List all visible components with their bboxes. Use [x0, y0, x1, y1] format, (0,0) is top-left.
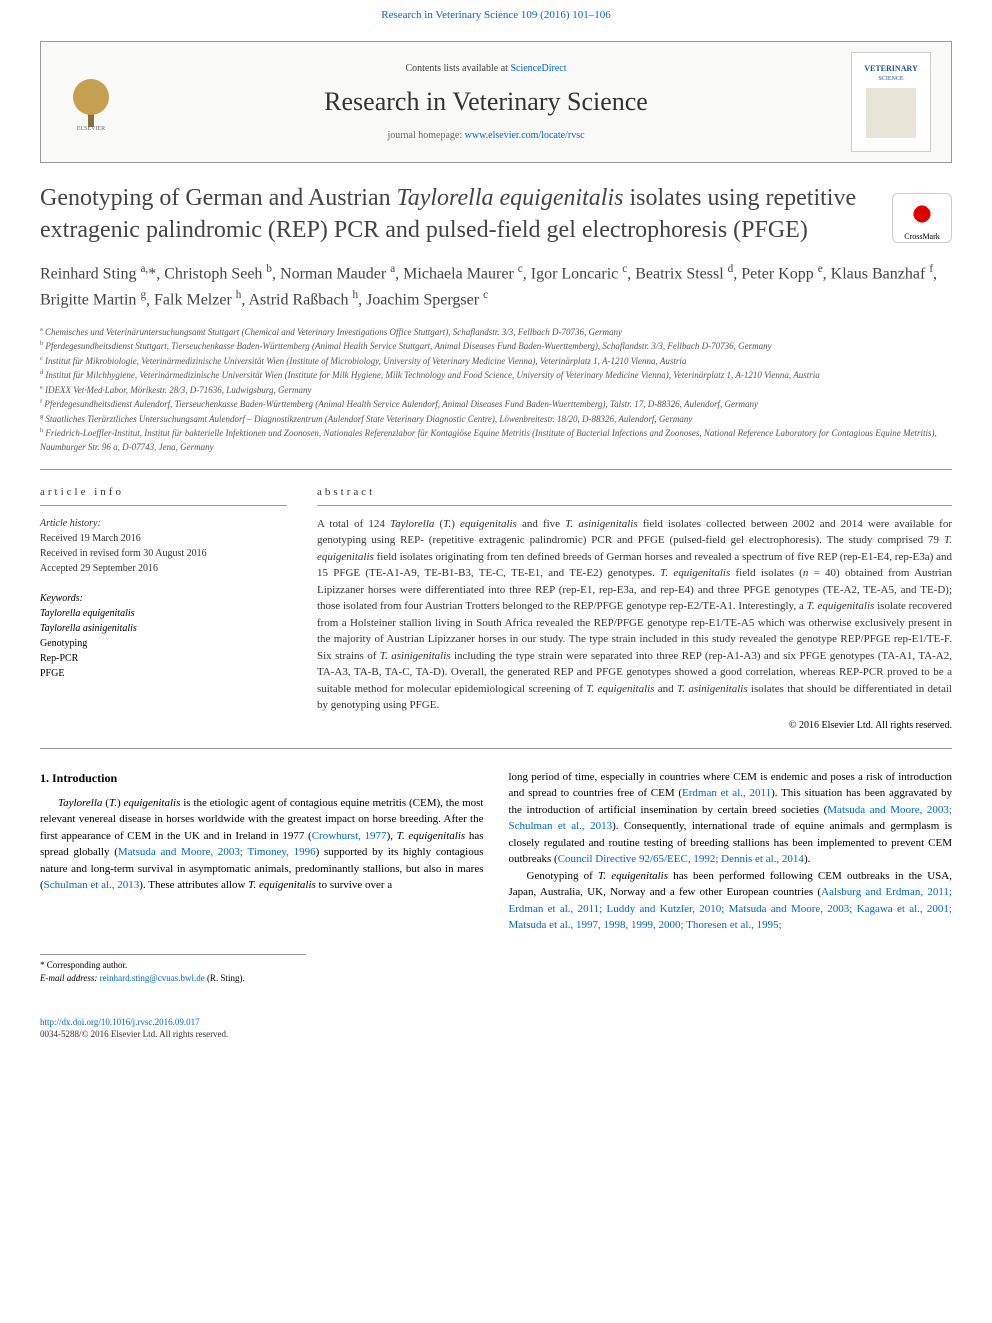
homepage-link[interactable]: www.elsevier.com/locate/rvsc: [465, 130, 585, 141]
affiliations: a Chemisches und Veterinäruntersuchungsa…: [40, 325, 952, 455]
divider: [40, 469, 952, 470]
citation-link[interactable]: Matsuda and Moore, 2003; Schulman et al.…: [509, 804, 953, 833]
abstract-copyright: © 2016 Elsevier Ltd. All rights reserved…: [317, 719, 952, 733]
article-history: Article history: Received 19 March 2016 …: [40, 516, 287, 576]
journal-cover: VETERINARY SCIENCE: [851, 52, 931, 152]
svg-text:ELSEVIER: ELSEVIER: [77, 126, 105, 132]
citation-link[interactable]: Research in Veterinary Science 109 (2016…: [381, 9, 611, 21]
body-columns: 1. Introduction Taylorella (T.) equigeni…: [40, 769, 952, 986]
corresponding-author: * Corresponding author. E-mail address: …: [40, 954, 306, 986]
crossmark-icon: [907, 199, 937, 229]
abstract-label: abstract: [317, 485, 952, 505]
citation-header: Research in Veterinary Science 109 (2016…: [0, 0, 992, 31]
crossmark-badge[interactable]: CrossMark: [892, 193, 952, 243]
citation-link[interactable]: Schulman et al., 2013: [44, 879, 140, 891]
abstract-column: abstract A total of 124 Taylorella (T.) …: [317, 485, 952, 732]
sciencedirect-link[interactable]: ScienceDirect: [510, 63, 566, 74]
homepage-line: journal homepage: www.elsevier.com/locat…: [121, 129, 851, 143]
intro-para-1: Taylorella (T.) equigenitalis is the eti…: [40, 795, 484, 894]
keywords: Keywords: Taylorella equigenitalisTaylor…: [40, 591, 287, 681]
title-section: Genotyping of German and Austrian Taylor…: [40, 183, 952, 454]
journal-header: ELSEVIER Contents lists available at Sci…: [40, 41, 952, 163]
abstract-text: A total of 124 Taylorella (T.) equigenit…: [317, 516, 952, 714]
info-label: article info: [40, 485, 287, 505]
doi-link[interactable]: http://dx.doi.org/10.1016/j.rvsc.2016.09…: [40, 1017, 200, 1027]
header-center: Contents lists available at ScienceDirec…: [121, 62, 851, 142]
article-info-column: article info Article history: Received 1…: [40, 485, 287, 732]
intro-para-2: long period of time, especially in count…: [509, 769, 953, 868]
intro-para-3: Genotyping of T. equigenitalis has been …: [509, 868, 953, 934]
intro-heading: 1. Introduction: [40, 769, 484, 787]
contents-line: Contents lists available at ScienceDirec…: [121, 62, 851, 76]
footer: http://dx.doi.org/10.1016/j.rvsc.2016.09…: [40, 1016, 952, 1041]
citation-link[interactable]: Aalsburg and Erdman, 2011; Erdman et al.…: [509, 886, 953, 931]
email-link[interactable]: reinhard.sting@cvuas.bwl.de: [100, 973, 205, 983]
authors-list: Reinhard Sting a,*, Christoph Seeh b, No…: [40, 261, 952, 313]
citation-link[interactable]: Council Directive 92/65/EEC, 1992; Denni…: [558, 853, 804, 865]
journal-title: Research in Veterinary Science: [121, 84, 851, 120]
elsevier-logo: ELSEVIER: [61, 67, 121, 137]
citation-link[interactable]: Matsuda and Moore, 2003; Timoney, 1996: [118, 846, 316, 858]
article-title: Genotyping of German and Austrian Taylor…: [40, 183, 952, 245]
citation-link[interactable]: Crowhurst, 1977: [312, 830, 387, 842]
divider: [40, 748, 952, 749]
info-abstract-row: article info Article history: Received 1…: [40, 485, 952, 732]
citation-link[interactable]: Erdman et al., 2011: [682, 787, 771, 799]
